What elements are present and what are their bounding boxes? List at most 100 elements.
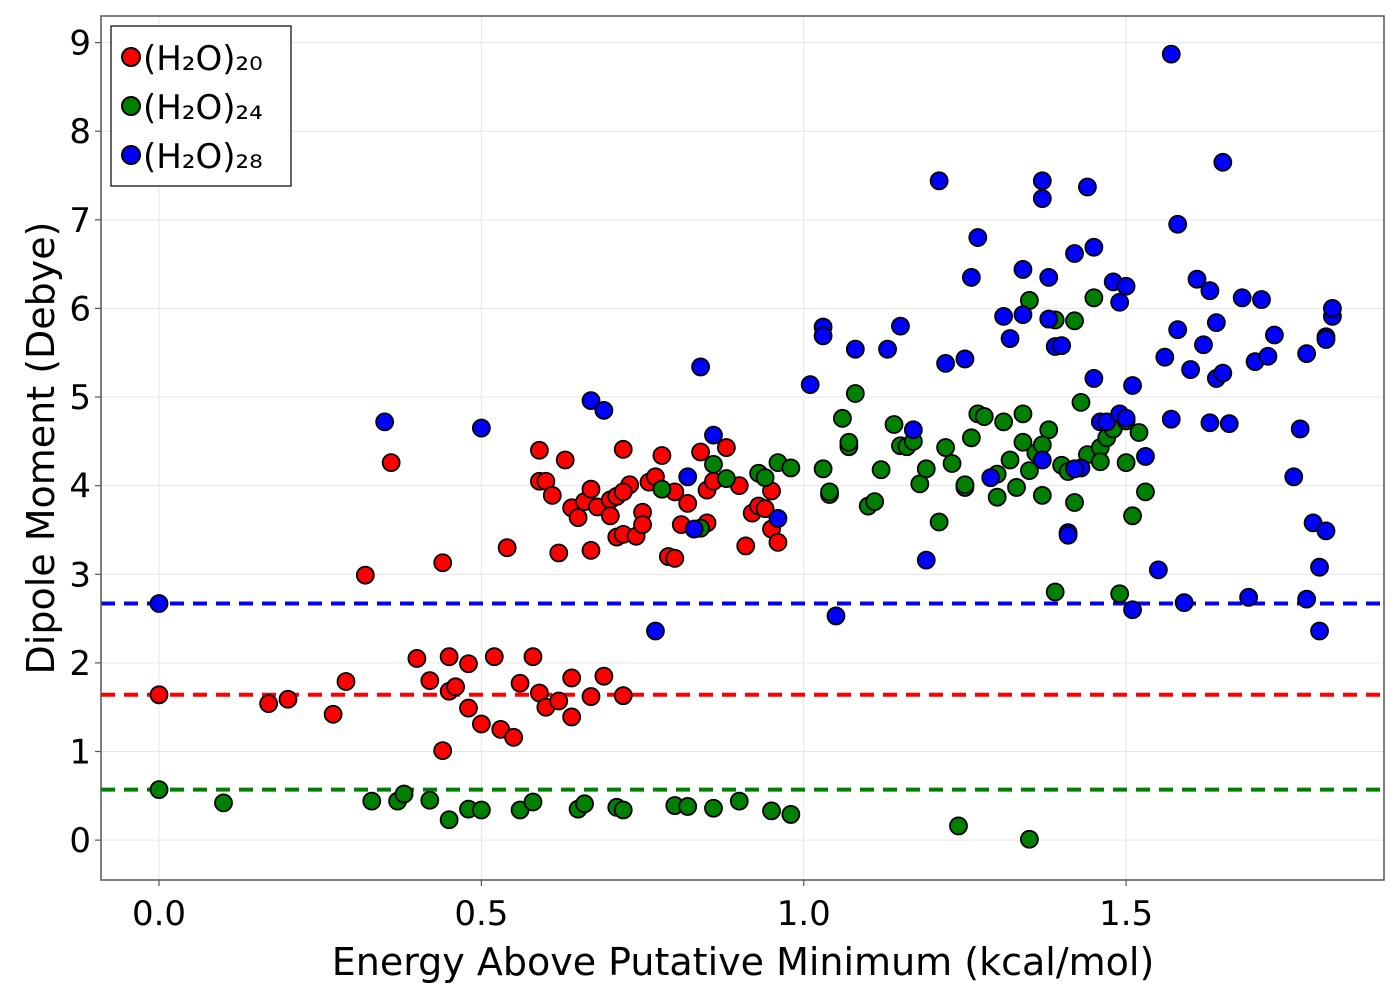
legend-label-h2o24: (H₂O)₂₄ [143,88,263,128]
data-point-series-2 [1168,214,1188,234]
y-tick-label: 0 [69,821,91,861]
data-point-series-1 [942,454,962,473]
data-point-series-2 [646,621,665,641]
data-point-series-1 [916,459,936,479]
data-point-series-2 [1123,600,1142,620]
data-point-series-2 [903,420,923,440]
data-point-series-1 [439,810,459,830]
data-point-series-1 [1020,461,1039,480]
data-point-series-2 [1161,409,1181,429]
data-point-series-0 [530,440,549,460]
data-point-series-2 [1116,276,1136,296]
legend-marker-h2o28 [121,145,141,165]
data-point-series-2 [1213,152,1233,172]
data-point-series-1 [871,460,891,480]
data-point-series-1 [955,475,975,495]
data-point-series-2 [800,375,820,395]
y-tick-label: 4 [69,467,91,507]
data-point-series-2 [1200,281,1220,301]
data-point-series-1 [1136,482,1155,502]
data-point-series-1 [729,791,749,811]
data-point-series-2 [1194,335,1213,355]
data-point-series-0 [633,515,652,535]
data-point-series-2 [1065,459,1084,479]
data-point-series-1 [613,800,633,820]
data-point-series-2 [1232,288,1252,308]
data-point-series-1 [781,805,801,824]
data-point-series-2 [1174,593,1194,613]
data-point-series-1 [678,797,698,816]
data-point-series-1 [420,790,440,810]
data-point-series-2 [1168,320,1188,340]
data-point-series-1 [1013,432,1033,452]
data-point-series-2 [594,400,614,420]
data-point-series-1 [974,407,994,426]
y-tick-label: 9 [69,24,91,64]
data-point-series-0 [678,493,698,513]
data-point-series-2 [891,316,910,336]
y-tick-label: 2 [69,644,91,684]
data-point-series-1 [936,438,955,457]
plot-frame [100,15,1385,881]
legend: (H₂O)₂₀ (H₂O)₂₄ (H₂O)₂₈ [110,25,292,187]
data-point-series-2 [981,468,1001,488]
data-point-series-1 [949,816,968,836]
data-point-series-2 [1032,189,1052,208]
data-point-series-2 [1116,408,1136,428]
y-tick-label: 6 [69,289,91,329]
data-point-series-2 [1013,260,1033,279]
data-point-series-2 [1032,171,1052,191]
data-point-series-1 [865,492,885,512]
data-point-series-2 [1187,269,1207,289]
data-point-series-1 [1020,829,1039,849]
x-tick-label: 0.0 [132,894,186,934]
data-point-series-0 [278,689,298,709]
data-point-series-2 [1078,177,1097,197]
data-point-series-2 [968,228,988,247]
y-tick-label: 8 [69,112,91,152]
data-point-series-0 [420,671,440,691]
data-point-series-0 [736,536,756,556]
data-point-series-1 [755,468,775,488]
data-point-series-0 [652,446,672,465]
data-point-series-0 [336,672,356,691]
data-point-series-1 [833,408,852,428]
data-point-series-1 [471,800,491,820]
data-point-series-2 [929,171,949,191]
data-point-series-0 [665,548,685,568]
data-point-series-2 [1316,521,1336,541]
legend-marker-h2o24 [121,96,141,116]
x-tick-label: 1.0 [777,894,831,934]
data-point-series-0 [613,439,633,459]
data-point-series-2 [768,509,788,528]
data-point-series-2 [1052,336,1072,356]
y-tick-label: 7 [69,201,91,241]
data-point-series-2 [149,594,169,613]
data-point-series-1 [1129,423,1149,442]
data-point-series-0 [568,508,588,527]
data-point-series-0 [581,479,601,499]
data-point-series-1 [1116,453,1136,473]
data-point-series-0 [381,453,401,473]
data-point-series-0 [716,438,736,457]
data-point-series-2 [1039,268,1059,287]
data-point-series-2 [581,391,601,410]
data-point-series-1 [149,780,169,800]
data-point-series-2 [471,418,491,438]
data-point-series-1 [781,458,801,478]
data-point-series-2 [1310,621,1329,641]
data-point-series-2 [994,307,1014,326]
y-tick-label: 1 [69,733,91,773]
data-point-series-2 [1136,447,1155,466]
data-point-series-1 [1045,582,1065,602]
data-point-series-1 [1032,486,1052,505]
data-point-series-2 [1148,560,1168,580]
data-point-series-1 [839,432,859,452]
data-point-series-2 [1032,450,1052,470]
data-point-series-1 [762,801,781,821]
data-point-series-0 [433,553,453,573]
data-point-series-0 [497,538,517,558]
data-point-series-2 [955,349,975,369]
data-point-series-0 [542,486,562,505]
data-point-series-0 [439,647,459,667]
